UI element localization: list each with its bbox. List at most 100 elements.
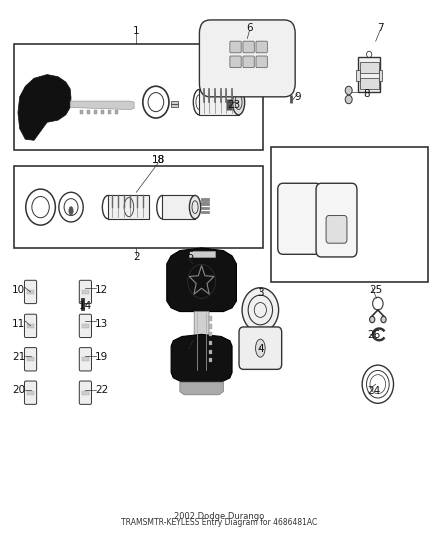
Bar: [199, 90, 239, 115]
Bar: [14, 44, 262, 150]
Bar: [82, 391, 89, 395]
Text: 25: 25: [369, 285, 382, 295]
Text: 24: 24: [367, 386, 380, 396]
FancyBboxPatch shape: [243, 56, 254, 68]
Bar: [27, 290, 34, 294]
Text: 8: 8: [364, 89, 370, 99]
Circle shape: [345, 95, 352, 104]
Bar: [82, 290, 89, 294]
Text: 19: 19: [95, 352, 108, 361]
Bar: [80, 110, 83, 114]
Text: 17: 17: [182, 346, 195, 357]
Text: 23: 23: [228, 100, 241, 110]
Circle shape: [381, 317, 386, 322]
Bar: [209, 317, 212, 320]
Text: 26: 26: [367, 330, 380, 341]
Bar: [201, 198, 208, 201]
Bar: [360, 62, 379, 73]
Bar: [108, 196, 149, 219]
Bar: [162, 196, 195, 219]
Text: 14: 14: [78, 301, 92, 311]
Bar: [14, 166, 262, 248]
Text: 10: 10: [12, 285, 25, 295]
Bar: [101, 110, 104, 114]
Text: 4: 4: [257, 344, 264, 354]
Bar: [209, 332, 212, 336]
Text: 12: 12: [95, 285, 108, 295]
Polygon shape: [70, 101, 134, 110]
Text: 20: 20: [12, 384, 25, 394]
Bar: [82, 324, 89, 328]
FancyBboxPatch shape: [25, 348, 37, 371]
FancyBboxPatch shape: [79, 348, 92, 371]
Bar: [115, 110, 118, 114]
Polygon shape: [18, 75, 71, 140]
Text: 21: 21: [12, 352, 25, 361]
Text: 2: 2: [133, 252, 140, 262]
FancyBboxPatch shape: [230, 56, 241, 68]
Text: 13: 13: [95, 319, 108, 329]
Bar: [356, 70, 360, 81]
Text: 6: 6: [246, 23, 253, 33]
FancyBboxPatch shape: [79, 381, 92, 405]
Text: 7: 7: [377, 23, 383, 33]
FancyBboxPatch shape: [326, 216, 347, 243]
Bar: [201, 207, 208, 209]
Text: 22: 22: [95, 384, 108, 394]
Text: 1: 1: [133, 26, 140, 36]
Text: 2002 Dodge Durango: 2002 Dodge Durango: [174, 512, 264, 521]
Text: 18: 18: [152, 156, 165, 165]
Bar: [201, 211, 208, 214]
FancyBboxPatch shape: [25, 314, 37, 337]
FancyBboxPatch shape: [256, 56, 267, 68]
Bar: [81, 298, 84, 310]
Bar: [379, 70, 382, 81]
Bar: [87, 110, 90, 114]
FancyBboxPatch shape: [230, 41, 241, 53]
Text: 11: 11: [12, 319, 25, 329]
Text: 3: 3: [257, 288, 264, 298]
Bar: [171, 101, 178, 104]
FancyBboxPatch shape: [25, 381, 37, 405]
Text: TRAMSMTR-KEYLESS Entry Diagram for 4686481AC: TRAMSMTR-KEYLESS Entry Diagram for 46864…: [121, 519, 317, 527]
Polygon shape: [167, 248, 237, 312]
Circle shape: [370, 317, 375, 322]
Circle shape: [345, 86, 352, 95]
FancyBboxPatch shape: [256, 41, 267, 53]
Bar: [27, 391, 34, 395]
FancyBboxPatch shape: [239, 327, 282, 369]
Bar: [358, 57, 380, 92]
FancyBboxPatch shape: [79, 280, 92, 304]
Bar: [108, 110, 111, 114]
Polygon shape: [194, 312, 209, 375]
FancyBboxPatch shape: [25, 280, 37, 304]
FancyBboxPatch shape: [243, 41, 254, 53]
Bar: [188, 251, 215, 257]
Text: 15: 15: [182, 251, 195, 261]
Bar: [271, 147, 428, 282]
FancyBboxPatch shape: [79, 314, 92, 337]
Bar: [27, 357, 34, 361]
Bar: [209, 324, 212, 328]
Bar: [360, 78, 379, 89]
Text: 18: 18: [152, 156, 165, 165]
Bar: [171, 104, 178, 108]
Bar: [209, 341, 212, 345]
FancyBboxPatch shape: [316, 183, 357, 257]
Ellipse shape: [189, 196, 201, 219]
FancyBboxPatch shape: [278, 183, 321, 254]
Ellipse shape: [69, 207, 73, 215]
Ellipse shape: [255, 339, 265, 357]
Text: 9: 9: [294, 92, 300, 102]
Bar: [209, 358, 212, 362]
Polygon shape: [171, 334, 232, 382]
Bar: [201, 203, 208, 205]
Bar: [27, 324, 34, 328]
Bar: [94, 110, 97, 114]
FancyBboxPatch shape: [199, 20, 295, 97]
Bar: [209, 350, 212, 354]
Ellipse shape: [233, 90, 245, 115]
Polygon shape: [180, 382, 223, 395]
Circle shape: [242, 288, 279, 332]
Bar: [82, 357, 89, 361]
